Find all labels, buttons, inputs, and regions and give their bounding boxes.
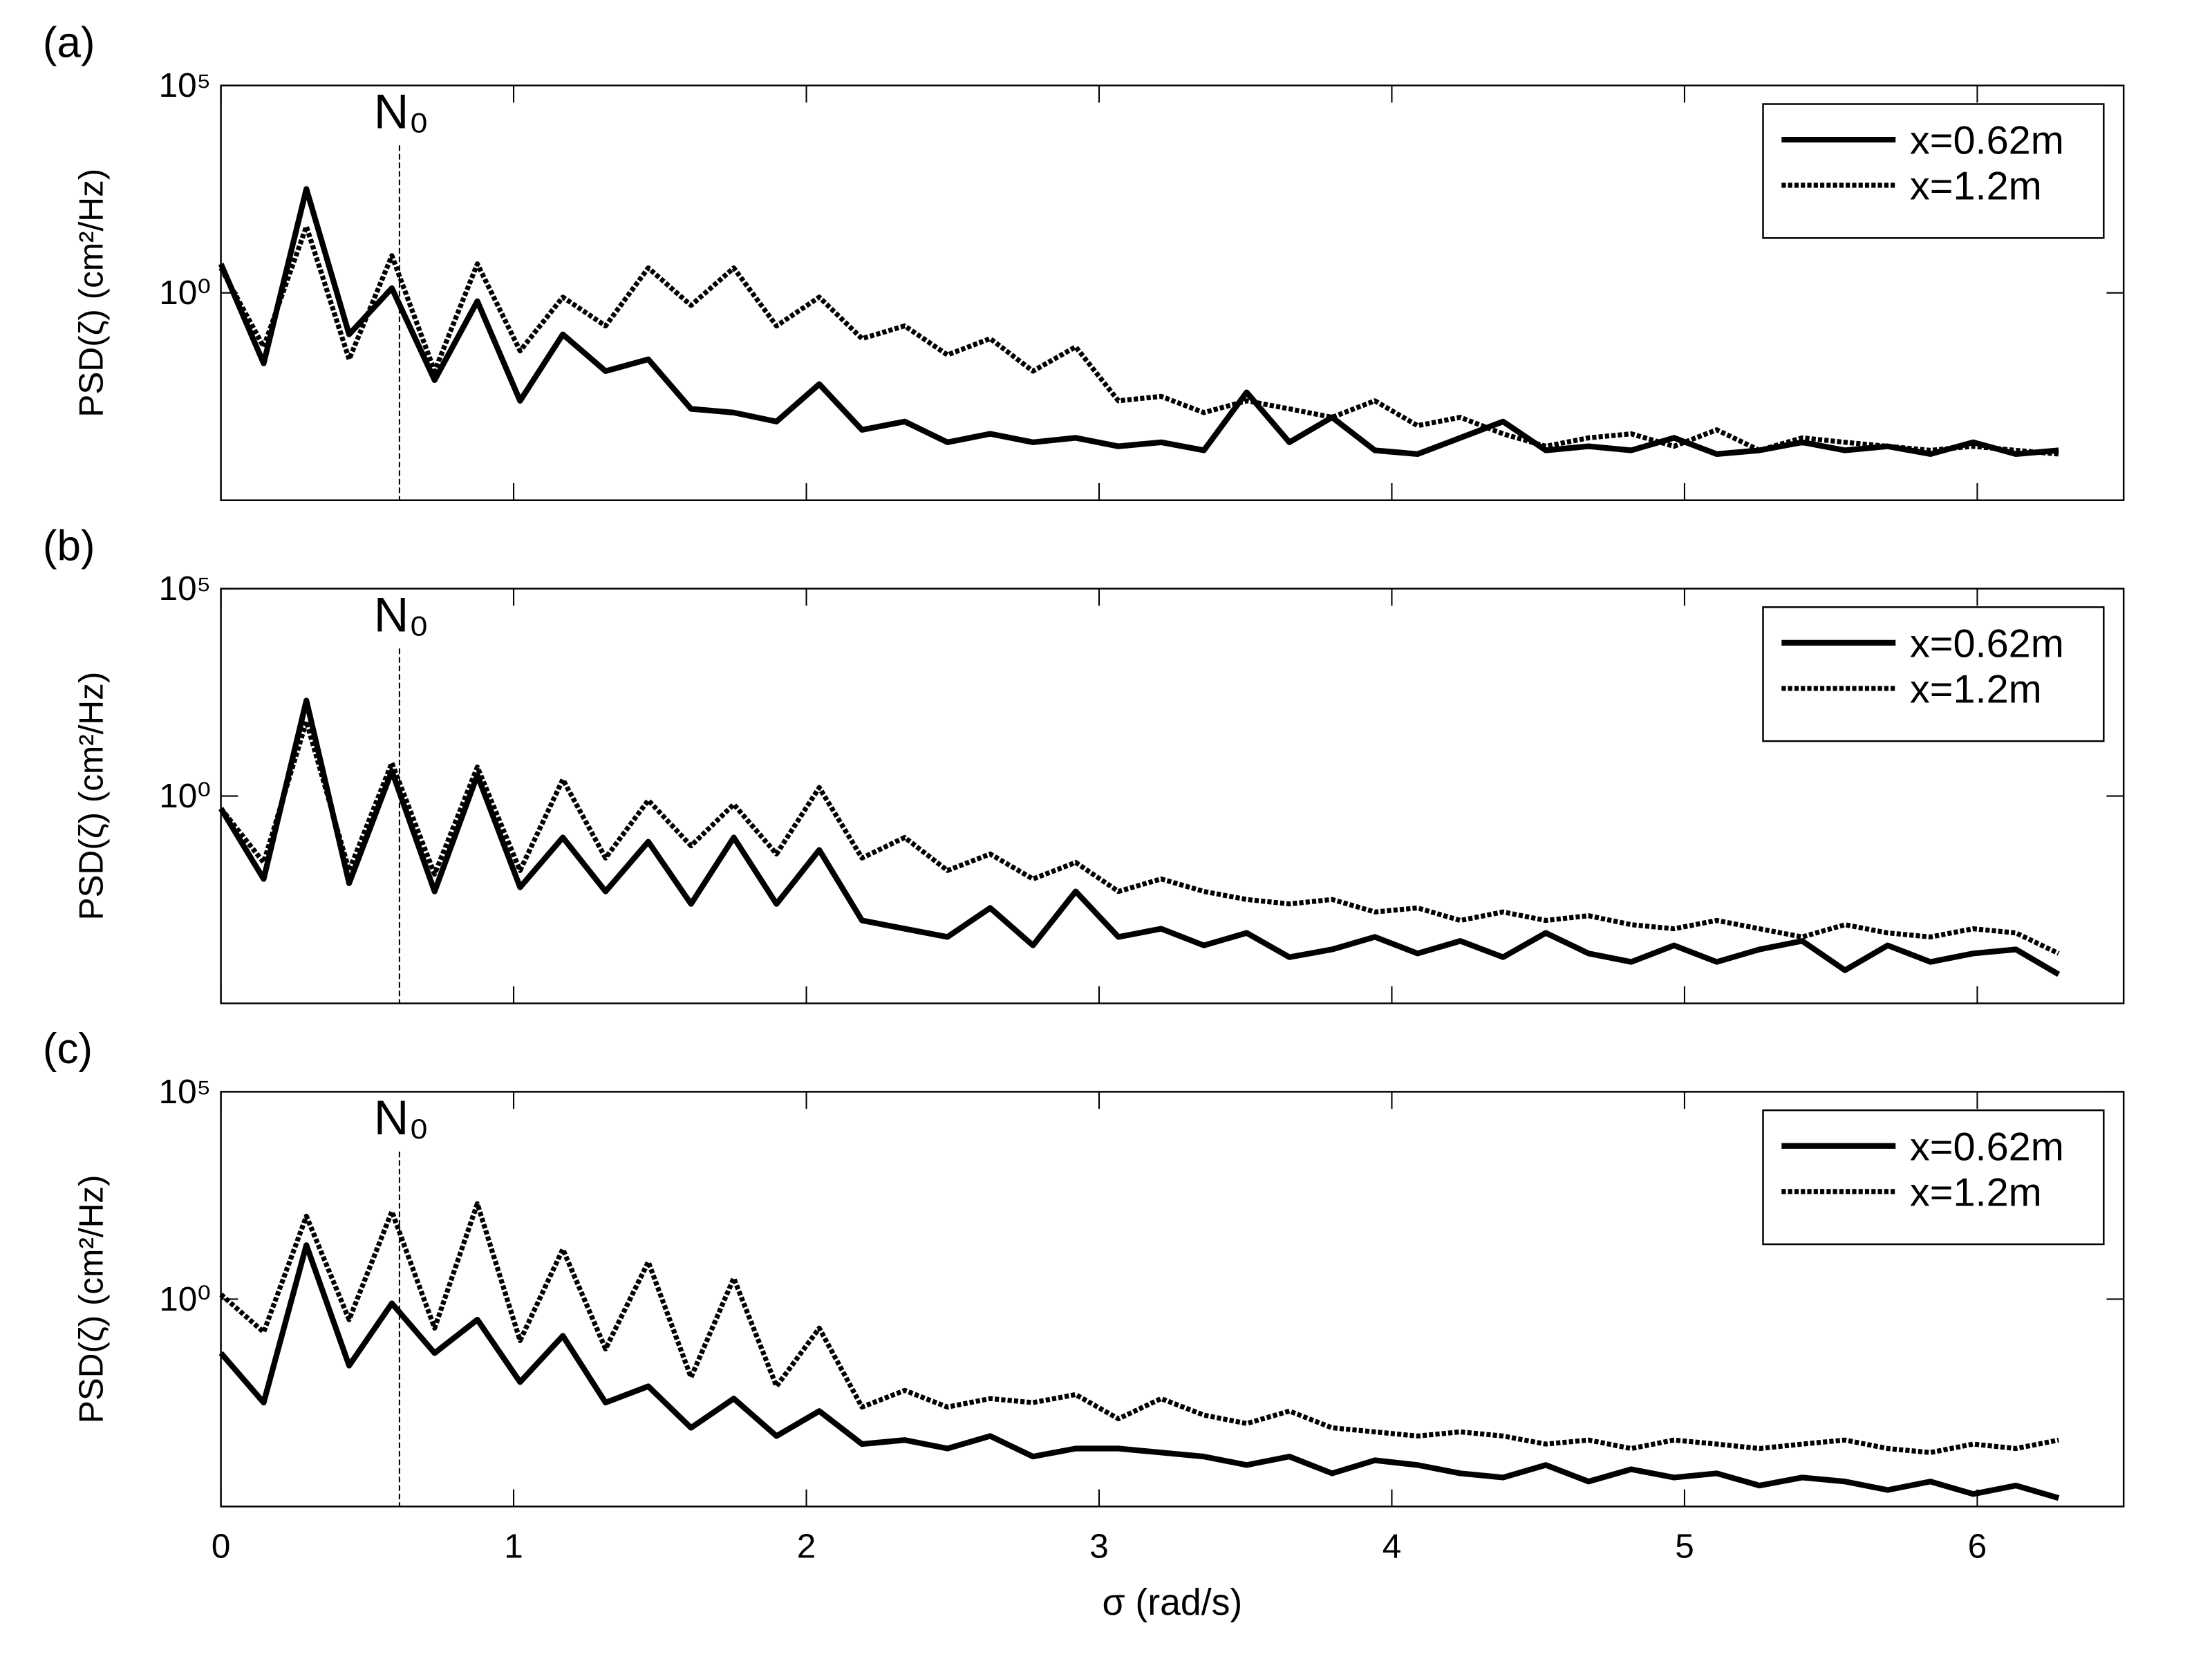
legend-label: x=0.62m [1910, 622, 2064, 666]
y-tick-label: 10⁵ [159, 570, 212, 608]
x-tick-label: 3 [1089, 1528, 1109, 1566]
x-tick-label: 6 [1968, 1528, 1987, 1566]
y-tick-label: 10⁰ [159, 777, 211, 815]
y-axis-label: PSD(ζ) (cm²/Hz) [72, 672, 110, 921]
data-line [218, 697, 2061, 977]
legend-label: x=1.2m [1910, 1170, 2042, 1215]
panel-label: (c) [43, 1025, 93, 1073]
y-tick-label: 10⁰ [159, 274, 211, 312]
x-tick-label: 4 [1382, 1528, 1402, 1566]
x-tick-label: 1 [504, 1528, 523, 1566]
x-tick-label: 0 [212, 1528, 231, 1566]
data-line [218, 186, 2059, 457]
y-tick-label: 10⁰ [159, 1280, 211, 1318]
data-line [218, 223, 2059, 457]
legend-box [1762, 606, 2105, 742]
legend-label: x=0.62m [1910, 1125, 2064, 1169]
legend-box [1762, 1109, 2105, 1246]
panel-label: (a) [43, 19, 95, 66]
x-axis-label: σ (rad/s) [1102, 1582, 1242, 1623]
legend-label: x=1.2m [1910, 667, 2042, 711]
plot-frame [220, 1091, 2125, 1508]
panel-label: (b) [43, 522, 95, 570]
y-tick-label: 10⁵ [159, 1073, 212, 1111]
plot-frame [220, 588, 2125, 1004]
legend-box [1762, 103, 2105, 239]
x-tick-label: 2 [797, 1528, 816, 1566]
y-axis-label: PSD(ζ) (cm²/Hz) [72, 1174, 110, 1423]
data-line [218, 718, 2060, 956]
plot-frame [220, 84, 2125, 501]
annotation-label: N₀ [374, 85, 429, 139]
y-tick-label: 10⁵ [159, 66, 212, 104]
annotation-label: N₀ [374, 1091, 429, 1145]
y-axis-label: PSD(ζ) (cm²/Hz) [72, 169, 110, 418]
legend-label: x=0.62m [1910, 119, 2064, 163]
x-tick-label: 5 [1675, 1528, 1694, 1566]
data-line [218, 1242, 2060, 1501]
legend-label: x=1.2m [1910, 165, 2042, 209]
data-line [219, 1201, 2059, 1455]
annotation-label: N₀ [374, 588, 429, 641]
